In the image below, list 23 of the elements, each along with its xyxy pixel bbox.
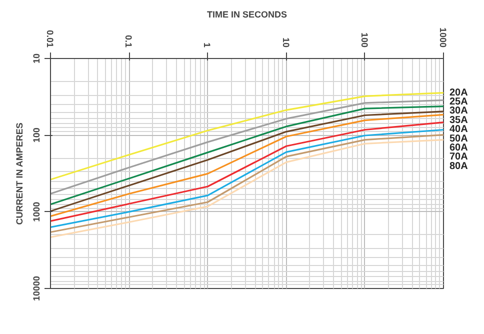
x-tick-label: 10 bbox=[280, 37, 291, 48]
series-label: 50A bbox=[450, 133, 468, 144]
x-axis-title: TIME IN SECONDS bbox=[206, 9, 288, 20]
y-tick-label: 10000 bbox=[32, 276, 42, 302]
series-label: 25A bbox=[450, 96, 468, 108]
series-label: 40A bbox=[450, 124, 468, 136]
series-label: 70A bbox=[450, 152, 468, 163]
series-label: 35A bbox=[450, 114, 468, 126]
series-label: 30A bbox=[450, 106, 468, 117]
text: 80A bbox=[450, 160, 468, 172]
x-tick-label: 100 bbox=[359, 32, 370, 48]
x-tick-label: 1 bbox=[202, 42, 212, 48]
series-label: 60A bbox=[450, 142, 468, 154]
y-tick-label: 10 bbox=[32, 53, 42, 64]
line-series bbox=[50, 92, 444, 180]
line-series bbox=[50, 99, 444, 194]
y-tick-label: 100 bbox=[32, 128, 42, 143]
series-label: 20A bbox=[450, 87, 468, 98]
x-tick-label: 0.1 bbox=[124, 34, 134, 48]
y-axis-title: CURRENT IN AMPERES bbox=[14, 122, 24, 225]
y-tick-label: 1000 bbox=[32, 202, 42, 222]
x-tick-label: 0.01 bbox=[45, 30, 55, 48]
x-tick-label: 1000 bbox=[438, 27, 448, 48]
